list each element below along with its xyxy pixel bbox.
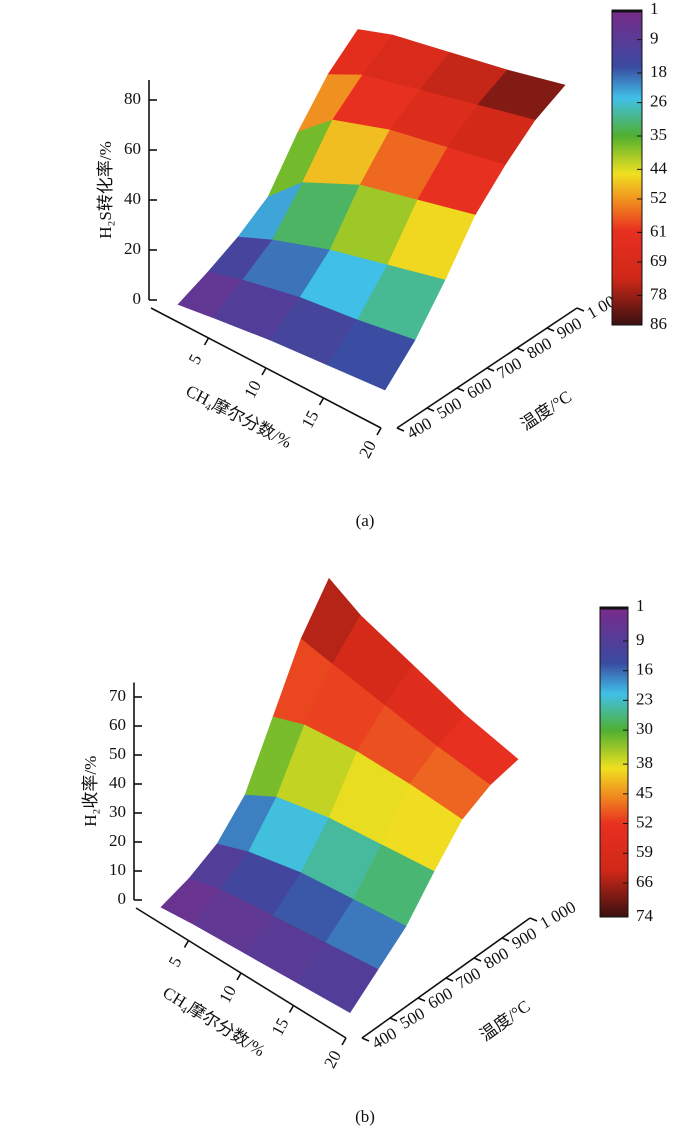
colorbar-tick-label: 16 <box>636 660 653 679</box>
z-tick-label: 60 <box>109 715 126 734</box>
z-tick-label: 0 <box>133 289 142 308</box>
y-tick-label: 400 <box>403 414 435 443</box>
x-tick-label: 10 <box>215 982 240 1006</box>
colorbar-tick-label: 86 <box>650 314 667 333</box>
z-tick-label: 40 <box>109 773 126 792</box>
y-axis-label: 温度/°C <box>476 996 533 1045</box>
y-tick-label: 900 <box>553 314 585 343</box>
y-tick-label: 900 <box>508 924 540 953</box>
colorbar-tick-label: 44 <box>650 158 668 177</box>
x-tick <box>318 397 325 406</box>
y-tick <box>417 997 426 1002</box>
y-tick-label: 500 <box>396 1004 428 1033</box>
surface-cell <box>327 319 416 391</box>
y-tick <box>456 387 465 392</box>
y-tick <box>445 977 454 982</box>
y-tick <box>576 307 585 312</box>
x-tick-label: 5 <box>165 954 186 970</box>
caption: (a) <box>356 511 375 530</box>
x-tick-label: 15 <box>298 407 323 431</box>
colorbar-tick-label: 1 <box>636 596 645 615</box>
y-tick <box>529 917 538 922</box>
x-tick <box>203 337 210 346</box>
z-tick-label: 10 <box>109 860 126 879</box>
y-tick <box>501 937 510 942</box>
colorbar <box>599 606 629 918</box>
y-tick <box>361 1037 370 1042</box>
colorbar-tick-label: 9 <box>650 29 659 48</box>
z-axis-label: H₂S转化率/% <box>96 141 115 239</box>
colorbar-tick-label: 69 <box>650 251 667 270</box>
z-tick-label: 50 <box>109 744 126 763</box>
y-tick-label: 600 <box>424 984 456 1013</box>
y-tick-label: 600 <box>463 374 495 403</box>
y-tick-label: 700 <box>493 354 525 383</box>
x-tick-label: 20 <box>355 437 380 461</box>
colorbar-tick-label: 9 <box>636 630 645 649</box>
colorbar-tick-label: 26 <box>650 92 667 111</box>
surface-cell <box>297 942 379 1013</box>
colorbar-tick-label: 52 <box>650 188 667 207</box>
y-tick-label: 800 <box>480 944 512 973</box>
y-tick <box>396 427 405 432</box>
z-tick-label: 80 <box>124 89 141 108</box>
y-tick <box>516 347 525 352</box>
colorbar-tick-label: 59 <box>636 842 653 861</box>
colorbar-tick-label: 38 <box>636 753 653 772</box>
z-tick-label: 70 <box>109 686 126 705</box>
y-tick-label: 800 <box>523 334 555 363</box>
y-tick-label: 700 <box>452 964 484 993</box>
colorbar-tick-label: 61 <box>650 221 667 240</box>
colorbar-tick-label: 45 <box>636 783 653 802</box>
z-tick-label: 20 <box>124 239 141 258</box>
colorbar-tick-label: 30 <box>636 719 653 738</box>
colorbar-tick-label: 35 <box>650 125 667 144</box>
x-tick-label: 20 <box>320 1047 345 1071</box>
colorbar-tick-label: 78 <box>650 284 667 303</box>
z-tick-label: 0 <box>118 889 127 908</box>
colorbar-tick-label: 74 <box>636 906 654 925</box>
z-tick-label: 20 <box>109 831 126 850</box>
y-tick <box>389 1017 398 1022</box>
x-tick-label: 5 <box>185 351 206 367</box>
colorbar-tick-label: 52 <box>636 812 653 831</box>
z-axis-label: H₂收率/% <box>81 756 100 827</box>
y-tick <box>486 367 495 372</box>
colorbar-tick-label: 1 <box>650 0 659 18</box>
z-tick-label: 30 <box>109 802 126 821</box>
y-tick <box>473 957 482 962</box>
x-tick <box>341 1037 347 1046</box>
y-tick-label: 1 000 <box>536 897 579 933</box>
x-tick <box>288 1005 295 1013</box>
y-tick-label: 400 <box>368 1024 400 1053</box>
z-tick-label: 60 <box>124 139 141 158</box>
x-tick <box>261 367 267 376</box>
y-tick <box>426 407 435 412</box>
colorbar-tick-label: 18 <box>650 62 667 81</box>
colorbar-tick-label: 66 <box>636 872 653 891</box>
x-tick-label: 10 <box>240 377 265 401</box>
x-axis-label: CH₄摩尔分数/% <box>159 983 268 1060</box>
x-tick <box>376 427 382 436</box>
z-tick-label: 40 <box>124 189 141 208</box>
y-tick <box>546 327 555 332</box>
caption: (b) <box>355 1107 375 1126</box>
colorbar <box>611 9 643 326</box>
x-tick <box>183 940 190 948</box>
colorbar-tick-label: 23 <box>636 689 653 708</box>
x-tick-label: 15 <box>268 1015 293 1039</box>
x-tick <box>236 972 242 981</box>
x-axis-label: CH₄摩尔分数/% <box>183 381 295 452</box>
y-tick-label: 500 <box>433 394 465 423</box>
y-axis-label: 温度/°C <box>517 387 575 434</box>
